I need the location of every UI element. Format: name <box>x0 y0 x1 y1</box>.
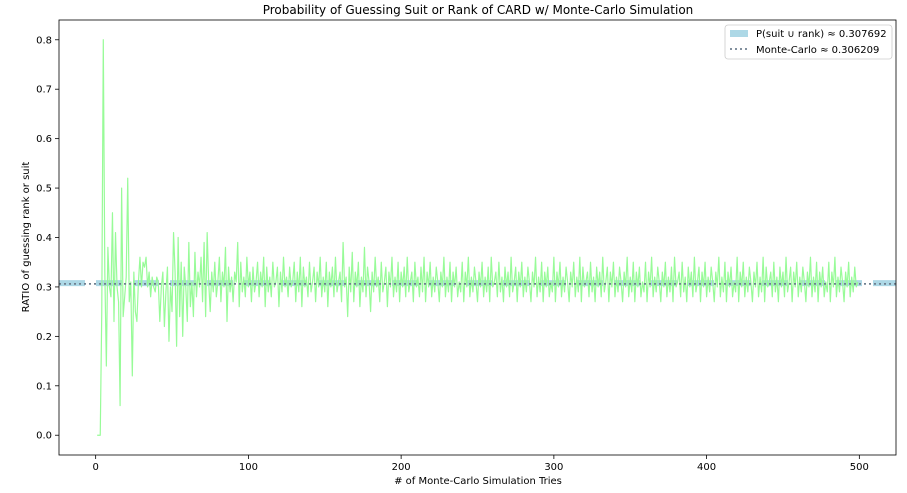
x-tick-label: 200 <box>392 462 411 473</box>
legend: P(suit ∪ rank) ≈ 0.307692 Monte-Carlo ≈ … <box>724 24 893 60</box>
legend-frame <box>724 24 893 60</box>
y-axis: 0.0 0.1 0.2 0.3 0.4 0.5 0.6 0.7 0.8 <box>36 35 59 442</box>
legend-label-monte-carlo: Monte-Carlo ≈ 0.306209 <box>756 45 879 56</box>
y-tick-label: 0.1 <box>36 381 52 392</box>
x-tick-label: 300 <box>544 462 563 473</box>
monte-carlo-line-series <box>59 39 896 436</box>
plot-area <box>59 39 896 436</box>
y-tick-label: 0.5 <box>36 184 52 195</box>
y-tick-label: 0.3 <box>36 282 52 293</box>
x-tick-label: 500 <box>850 462 869 473</box>
x-axis: 0 100 200 300 400 500 <box>92 455 869 473</box>
y-tick-label: 0.4 <box>36 233 52 244</box>
y-tick-label: 0.8 <box>36 35 52 46</box>
y-tick-label: 0.2 <box>36 332 52 343</box>
y-tick-label: 0.7 <box>36 85 52 96</box>
y-tick-label: 0.6 <box>36 134 52 145</box>
chart-title: Probability of Guessing Suit or Rank of … <box>263 3 694 17</box>
legend-swatch-theoretical <box>730 30 748 37</box>
x-axis-title: # of Monte-Carlo Simulation Tries <box>394 476 562 487</box>
x-tick-label: 0 <box>92 462 98 473</box>
x-tick-label: 100 <box>239 462 258 473</box>
monte-carlo-ratio-line <box>97 39 859 436</box>
y-tick-label: 0.0 <box>36 431 52 442</box>
legend-label-theoretical: P(suit ∪ rank) ≈ 0.307692 <box>756 29 887 40</box>
y-axis-title: RATIO of guessing rank or suit <box>21 162 32 313</box>
x-tick-label: 400 <box>697 462 716 473</box>
